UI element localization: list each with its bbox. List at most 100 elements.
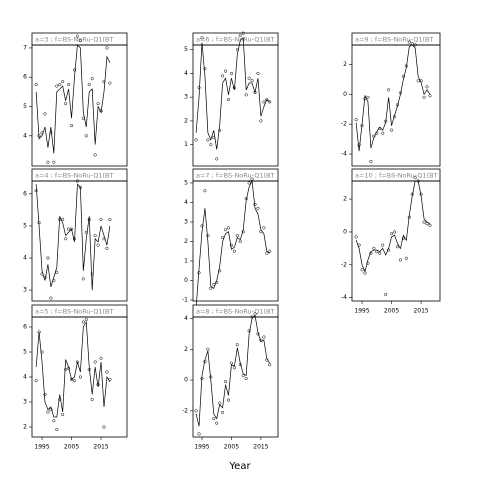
- data-point: [425, 85, 429, 89]
- data-point: [407, 40, 411, 44]
- panel: a=8 ; f=BS-NoRu-Q1(BT -2 0 2 4 1995 2005 2015: [182, 304, 279, 451]
- data-point: [244, 93, 248, 97]
- data-point: [81, 320, 85, 324]
- data-point: [212, 416, 216, 421]
- data-point: [262, 226, 266, 230]
- data-point: [64, 237, 68, 241]
- data-point: [75, 179, 79, 183]
- panel-frame: [351, 44, 441, 167]
- data-point: [108, 81, 112, 85]
- strip-label: a=8 ; f=BS-NoRu-Q1(BT: [196, 308, 274, 316]
- panel-frame: [31, 44, 128, 167]
- data-point: [259, 119, 263, 123]
- data-point: [84, 230, 88, 234]
- x-tick-label: 2005: [384, 308, 399, 315]
- data-point: [90, 397, 94, 402]
- data-point: [84, 134, 88, 138]
- data-point: [102, 80, 106, 84]
- series-line: [195, 37, 270, 150]
- panel-frame: [192, 44, 279, 167]
- data-point: [265, 98, 269, 102]
- panel: a=4 ; f=BS-NoRu-Q1(BT 3 4 5 6: [23, 168, 128, 302]
- data-point: [235, 343, 239, 347]
- data-point: [224, 380, 228, 384]
- data-point: [194, 138, 198, 142]
- y-tick-label: 1: [184, 141, 188, 148]
- series-line: [35, 320, 111, 418]
- data-point: [99, 356, 103, 360]
- y-tick-label: 3: [184, 218, 188, 225]
- strip-label: a=10 ; f=BS-NoRu-Q1(BT: [355, 172, 438, 180]
- data-point: [238, 239, 242, 244]
- data-point: [90, 77, 94, 81]
- data-point: [206, 347, 210, 351]
- y-tick-label: 0: [184, 377, 188, 384]
- data-point: [52, 160, 56, 164]
- data-point: [49, 131, 53, 135]
- panel-frame: [31, 180, 128, 302]
- data-point: [108, 217, 112, 222]
- y-tick-label: 0: [343, 228, 347, 235]
- strip-label: a=5 ; f=BS-NoRu-Q1(BT: [35, 308, 113, 316]
- strip-label: a=9 ; f=BS-NoRu-Q1(BT: [355, 36, 433, 44]
- data-point: [221, 410, 225, 414]
- data-point: [203, 67, 207, 71]
- strip-label: a=4 ; f=BS-NoRu-Q1(BT: [35, 172, 113, 180]
- data-point: [43, 112, 47, 116]
- y-tick-label: 4: [23, 374, 27, 381]
- data-point: [209, 286, 213, 290]
- data-point: [422, 220, 426, 224]
- data-point: [81, 277, 85, 281]
- y-tick-label: 2: [184, 238, 188, 245]
- data-point: [413, 176, 417, 180]
- data-point: [366, 95, 370, 99]
- data-point: [93, 360, 97, 364]
- data-point: [72, 379, 77, 383]
- x-tick-label: 2015: [413, 308, 428, 315]
- data-point: [197, 432, 201, 436]
- data-point: [428, 223, 432, 227]
- data-point: [67, 83, 71, 87]
- data-point: [357, 143, 361, 147]
- data-point: [64, 102, 68, 106]
- y-tick-label: 5: [23, 103, 27, 110]
- data-point: [226, 98, 231, 102]
- series-line: [35, 44, 111, 154]
- data-point: [428, 94, 432, 98]
- series-line: [355, 44, 431, 152]
- series-line: [35, 183, 111, 291]
- data-point: [52, 419, 56, 423]
- y-tick-label: -4: [341, 294, 347, 301]
- x-tick-label: 1995: [194, 444, 209, 451]
- data-point: [55, 84, 59, 88]
- data-point: [64, 367, 68, 372]
- data-point: [366, 261, 370, 265]
- data-point: [229, 71, 233, 76]
- data-point: [268, 249, 272, 253]
- data-point: [67, 227, 71, 231]
- series-line: [195, 314, 271, 427]
- x-tick-label: 2005: [224, 444, 239, 451]
- data-point: [218, 269, 222, 273]
- data-point: [422, 95, 426, 99]
- y-tick-label: 0: [343, 91, 347, 98]
- data-point: [203, 189, 207, 193]
- x-tick-label: 1995: [34, 444, 49, 451]
- y-tick-label: 6: [23, 190, 27, 197]
- y-tick-label: -2: [182, 407, 188, 414]
- data-point: [78, 375, 82, 379]
- panel: a=3 ; f=BS-NoRu-Q1(BT 4 5 6 7: [23, 32, 128, 167]
- y-tick-label: 0: [184, 277, 188, 284]
- data-point: [84, 317, 88, 322]
- data-point: [390, 232, 394, 236]
- panel: a=7 ; f=BS-NoRu-Q1(BT -1 0 1 2 3 4 5: [182, 168, 279, 318]
- data-point: [194, 409, 198, 413]
- y-tick-label: -2: [341, 261, 347, 268]
- y-tick-label: 4: [184, 70, 188, 77]
- panel: a=5 ; f=BS-NoRu-Q1(BT 2 3 4 5 6 1995 2005 2015: [23, 304, 128, 451]
- series-line: [195, 179, 270, 308]
- data-point: [215, 421, 219, 425]
- strip-label: a=6 ; f=BS-NoRu-Q1(BT: [196, 36, 274, 44]
- data-point: [229, 243, 233, 247]
